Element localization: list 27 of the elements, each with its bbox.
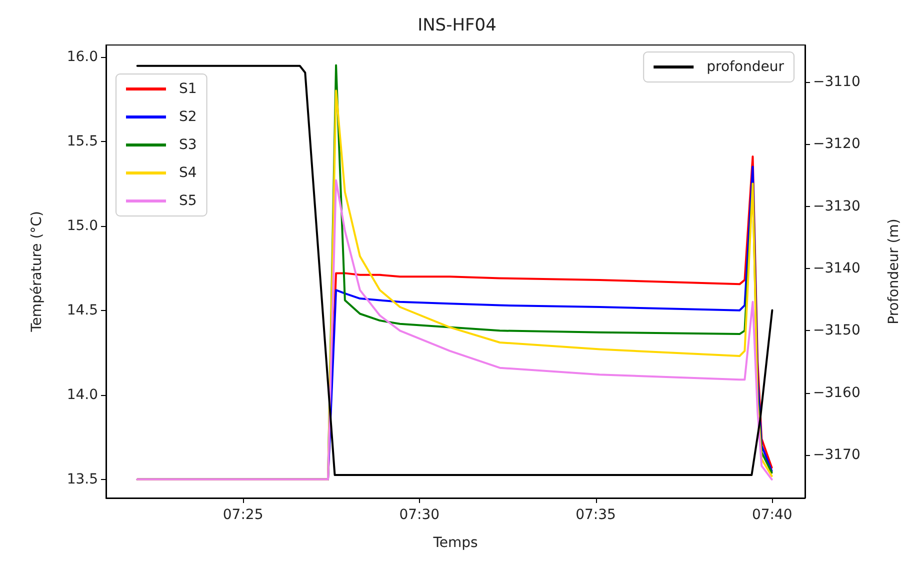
x-tick-label: 07:40 [752, 507, 792, 523]
y-tick-label: 13.5 [66, 471, 98, 488]
y-tick-label: 14.0 [66, 386, 98, 403]
x-tick-label: 07:30 [399, 507, 440, 523]
y2-tick-label: −3120 [813, 136, 860, 152]
x-tick-label: 07:25 [222, 507, 264, 523]
legend-label: S4 [179, 165, 197, 181]
y-tick-label: 15.0 [66, 218, 98, 234]
y2-tick-label: −3170 [813, 447, 860, 464]
legend-label: S5 [179, 193, 197, 209]
y-tick-label: 16.0 [66, 48, 98, 65]
y2-tick-label: −3130 [813, 198, 860, 214]
legend-label: profondeur [706, 59, 784, 75]
x-axis-title: Temps [432, 535, 478, 551]
y2-tick-label: −3150 [813, 322, 860, 339]
x-tick-label: 07:35 [576, 507, 616, 523]
legend-label: S2 [179, 109, 197, 125]
y2-axis-title: Profondeur (m) [886, 218, 902, 324]
y-tick-label: 15.5 [66, 133, 98, 150]
chart-title: INS-HF04 [418, 16, 496, 36]
y2-tick-label: −3110 [813, 74, 860, 90]
y-tick-label: 14.5 [66, 302, 98, 318]
legend-label: S3 [179, 137, 197, 153]
y-axis-title: Température (°C) [29, 211, 45, 333]
legend-label: S1 [179, 81, 197, 97]
y2-tick-label: −3160 [813, 384, 860, 401]
y2-tick-label: −3140 [813, 260, 860, 277]
